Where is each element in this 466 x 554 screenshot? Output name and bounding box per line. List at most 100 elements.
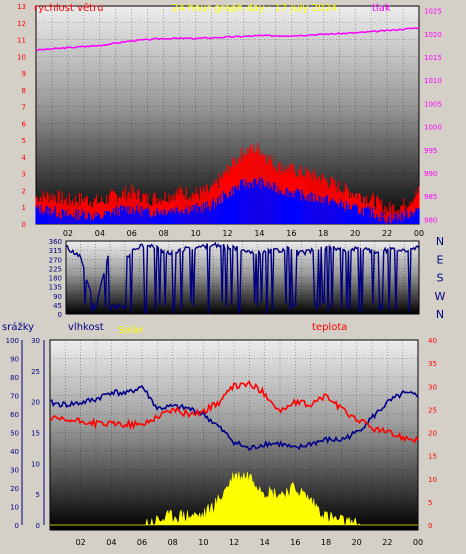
y-tick-label-temperature: 15	[428, 453, 437, 461]
x-tick-label: 18	[321, 538, 331, 547]
y-tick-label-pressure: 1015	[424, 54, 442, 62]
temperature-line	[49, 380, 419, 444]
y-tick-label-pressure: 980	[424, 216, 437, 224]
y-tick-label-temperature: 0	[428, 522, 432, 530]
wind-direction-line	[65, 241, 420, 315]
x-tick-label: 10	[198, 538, 208, 547]
y-tick-label-rain: 10	[10, 504, 19, 512]
x-tick-label: 12	[222, 229, 232, 238]
y-tick-label-temperature: 5	[428, 499, 432, 507]
y-tick-label-compass: W	[435, 290, 446, 303]
y-tick-label-wind: 4	[22, 154, 27, 162]
x-tick-label: 10	[190, 229, 200, 238]
tick-labels: 0102030405060708090100051015202530051015…	[6, 337, 437, 547]
y-tick-label-pressure: 995	[424, 147, 437, 155]
y-tick-label-wind: 1	[22, 204, 26, 212]
y-tick-label-rain: 40	[10, 448, 19, 456]
y-tick-label-compass: S	[437, 272, 444, 285]
humidity-temperature-solar-panel: 0102030405060708090100051015202530051015…	[2, 321, 437, 547]
y-tick-label-pressure: 1000	[424, 124, 442, 132]
y-tick-label-temperature: 20	[428, 430, 437, 438]
y-tick-label-humidity: 10	[31, 460, 40, 468]
x-tick-label: 02	[76, 538, 86, 547]
x-tick-label: 06	[137, 538, 147, 547]
y-tick-label-rain: 20	[10, 485, 19, 493]
rain-axis-label: srážky	[2, 321, 34, 333]
pressure-axis-label: tlak	[372, 3, 391, 14]
solar-axis-label: Solar	[118, 325, 144, 336]
y-tick-label-wind: 2	[22, 187, 26, 195]
y-tick-label-wind: 10	[17, 53, 26, 61]
y-tick-label-temperature: 40	[428, 337, 437, 345]
x-tick-label: 22	[382, 229, 392, 238]
y-tick-label-direction: 315	[49, 247, 62, 255]
x-tick-label: 18	[318, 229, 328, 238]
y-tick-label-direction: 360	[49, 238, 62, 246]
y-tick-label-direction: 135	[49, 284, 62, 292]
y-tick-label-wind: 8	[22, 87, 26, 95]
wind-pressure-panel: 0123456789101112139809859909951000100510…	[17, 2, 442, 238]
series-group	[65, 241, 420, 315]
y-tick-label-pressure: 1010	[424, 77, 442, 85]
humidity-axis-label: vlhkost	[68, 322, 104, 333]
chart-title: 24 hour graph day : 17 July 2024	[172, 3, 337, 14]
x-tick-label: 08	[168, 538, 178, 547]
y-tick-label-direction: 225	[49, 265, 62, 273]
series-group	[49, 380, 419, 526]
x-tick-label: 16	[286, 229, 296, 238]
x-tick-label: 20	[352, 538, 362, 547]
x-tick-label: 04	[106, 538, 116, 547]
x-tick-label: 04	[95, 229, 105, 238]
y-tick-label-direction: 45	[53, 302, 62, 310]
y-tick-label-compass: N	[436, 308, 444, 321]
x-tick-label: 00	[414, 229, 424, 238]
humidity-line	[49, 384, 419, 451]
y-tick-label-rain: 60	[10, 411, 19, 419]
x-tick-label: 02	[63, 229, 73, 238]
y-tick-label-pressure: 1020	[424, 31, 442, 39]
y-tick-label-wind: 6	[22, 120, 27, 128]
y-tick-label-direction: 0	[58, 311, 62, 319]
tick-labels: 0123456789101112139809859909951000100510…	[17, 3, 442, 238]
x-tick-label: 06	[127, 229, 137, 238]
y-tick-label-rain: 90	[10, 356, 19, 364]
y-tick-label-direction: 270	[49, 256, 62, 264]
y-tick-label-pressure: 1025	[424, 8, 442, 16]
series-group	[35, 26, 420, 224]
x-tick-label: 22	[382, 538, 392, 547]
y-tick-label-wind: 12	[17, 20, 26, 28]
y-tick-label-rain: 0	[15, 522, 19, 530]
y-tick-label-compass: E	[437, 253, 444, 266]
wind-speed-axis-label: rychlost větru	[34, 2, 104, 14]
x-tick-label: 16	[290, 538, 300, 547]
grid-lines	[36, 5, 419, 225]
y-tick-label-humidity: 30	[31, 337, 40, 345]
y-tick-label-direction: 180	[49, 275, 62, 283]
y-tick-label-rain: 100	[6, 337, 19, 345]
y-tick-label-wind: 3	[22, 171, 26, 179]
y-tick-label-rain: 80	[10, 374, 19, 382]
y-tick-label-rain: 70	[10, 393, 19, 401]
y-tick-label-direction: 90	[53, 293, 62, 301]
y-tick-label-wind: 11	[17, 37, 26, 45]
y-tick-label-pressure: 1005	[424, 100, 442, 108]
x-tick-label: 08	[159, 229, 169, 238]
y-tick-label-wind: 9	[22, 70, 26, 78]
x-tick-label: 20	[350, 229, 360, 238]
y-tick-label-rain: 30	[10, 467, 19, 475]
y-tick-label-temperature: 35	[428, 360, 437, 368]
y-tick-label-wind: 5	[22, 137, 26, 145]
x-tick-label: 14	[260, 538, 270, 547]
y-tick-label-wind: 13	[17, 3, 26, 11]
x-tick-label: 00	[413, 538, 423, 547]
solar-area	[50, 471, 418, 526]
temperature-axis-label: teplota	[312, 322, 347, 333]
x-tick-label: 12	[229, 538, 239, 547]
y-tick-label-pressure: 985	[424, 193, 437, 201]
x-tick-label: 14	[254, 229, 264, 238]
y-tick-label-rain: 50	[10, 430, 19, 438]
y-tick-label-wind: 0	[22, 221, 26, 229]
